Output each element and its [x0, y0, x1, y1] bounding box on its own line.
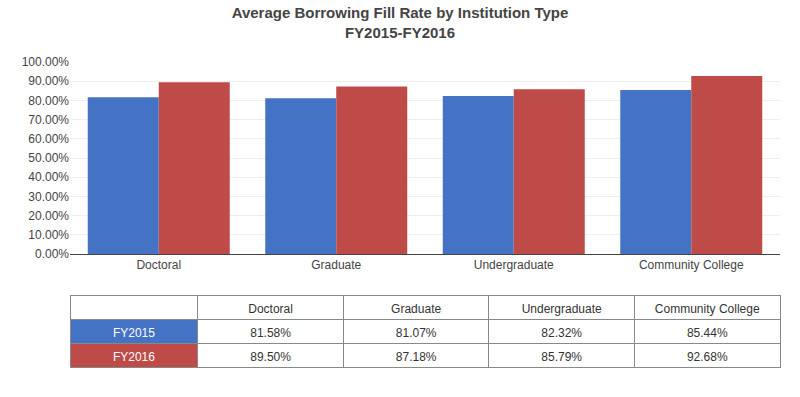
- svg-text:FY2016: FY2016: [113, 350, 155, 364]
- svg-text:92.68%: 92.68%: [687, 350, 728, 364]
- svg-text:Community College: Community College: [639, 258, 744, 272]
- svg-text:87.18%: 87.18%: [396, 350, 437, 364]
- svg-text:Graduate: Graduate: [391, 302, 441, 316]
- svg-text:30.00%: 30.00%: [28, 190, 69, 204]
- svg-text:60.00%: 60.00%: [28, 132, 69, 146]
- svg-text:20.00%: 20.00%: [28, 209, 69, 223]
- svg-text:Average Borrowing Fill Rate by: Average Borrowing Fill Rate by Instituti…: [232, 4, 569, 41]
- svg-text:Graduate: Graduate: [311, 258, 361, 272]
- svg-text:Community College: Community College: [655, 302, 760, 316]
- svg-text:89.50%: 89.50%: [250, 350, 291, 364]
- svg-text:85.44%: 85.44%: [687, 326, 728, 340]
- svg-text:Undergraduate: Undergraduate: [522, 302, 602, 316]
- svg-text:82.32%: 82.32%: [541, 326, 582, 340]
- svg-text:0.00%: 0.00%: [35, 247, 69, 261]
- svg-text:85.79%: 85.79%: [541, 350, 582, 364]
- svg-text:50.00%: 50.00%: [28, 151, 69, 165]
- svg-text:10.00%: 10.00%: [28, 228, 69, 242]
- svg-text:90.00%: 90.00%: [28, 74, 69, 88]
- svg-text:100.00%: 100.00%: [22, 55, 70, 69]
- svg-text:Doctoral: Doctoral: [248, 302, 293, 316]
- svg-text:FY2015: FY2015: [113, 326, 155, 340]
- svg-text:Doctoral: Doctoral: [136, 258, 181, 272]
- svg-text:80.00%: 80.00%: [28, 94, 69, 108]
- svg-text:81.58%: 81.58%: [250, 326, 291, 340]
- svg-text:70.00%: 70.00%: [28, 113, 69, 127]
- svg-text:81.07%: 81.07%: [396, 326, 437, 340]
- svg-text:Undergraduate: Undergraduate: [474, 258, 554, 272]
- svg-text:40.00%: 40.00%: [28, 170, 69, 184]
